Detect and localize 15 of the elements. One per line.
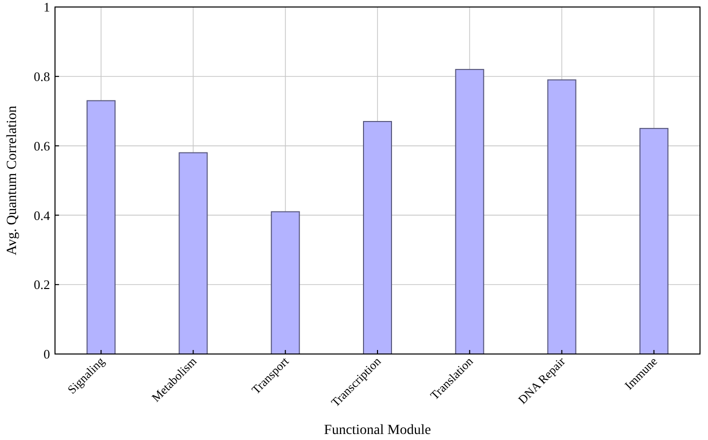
bar [639, 128, 668, 354]
y-tick-label: 0.8 [34, 68, 50, 84]
y-tick-label: 0 [44, 346, 50, 362]
y-tick-label: 0.2 [34, 277, 50, 292]
bar [178, 152, 208, 354]
y-tick-label: 1 [44, 0, 50, 15]
bar [547, 79, 576, 354]
x-axis-title: Functional Module [324, 423, 431, 438]
y-tick-label: 0.4 [34, 208, 50, 223]
bar [363, 121, 392, 354]
bar [86, 100, 116, 354]
y-axis-title: Avg. Quantum Correlation [5, 106, 20, 256]
bar [270, 211, 300, 354]
y-tick-label: 0.6 [34, 138, 50, 154]
bar [455, 68, 484, 354]
